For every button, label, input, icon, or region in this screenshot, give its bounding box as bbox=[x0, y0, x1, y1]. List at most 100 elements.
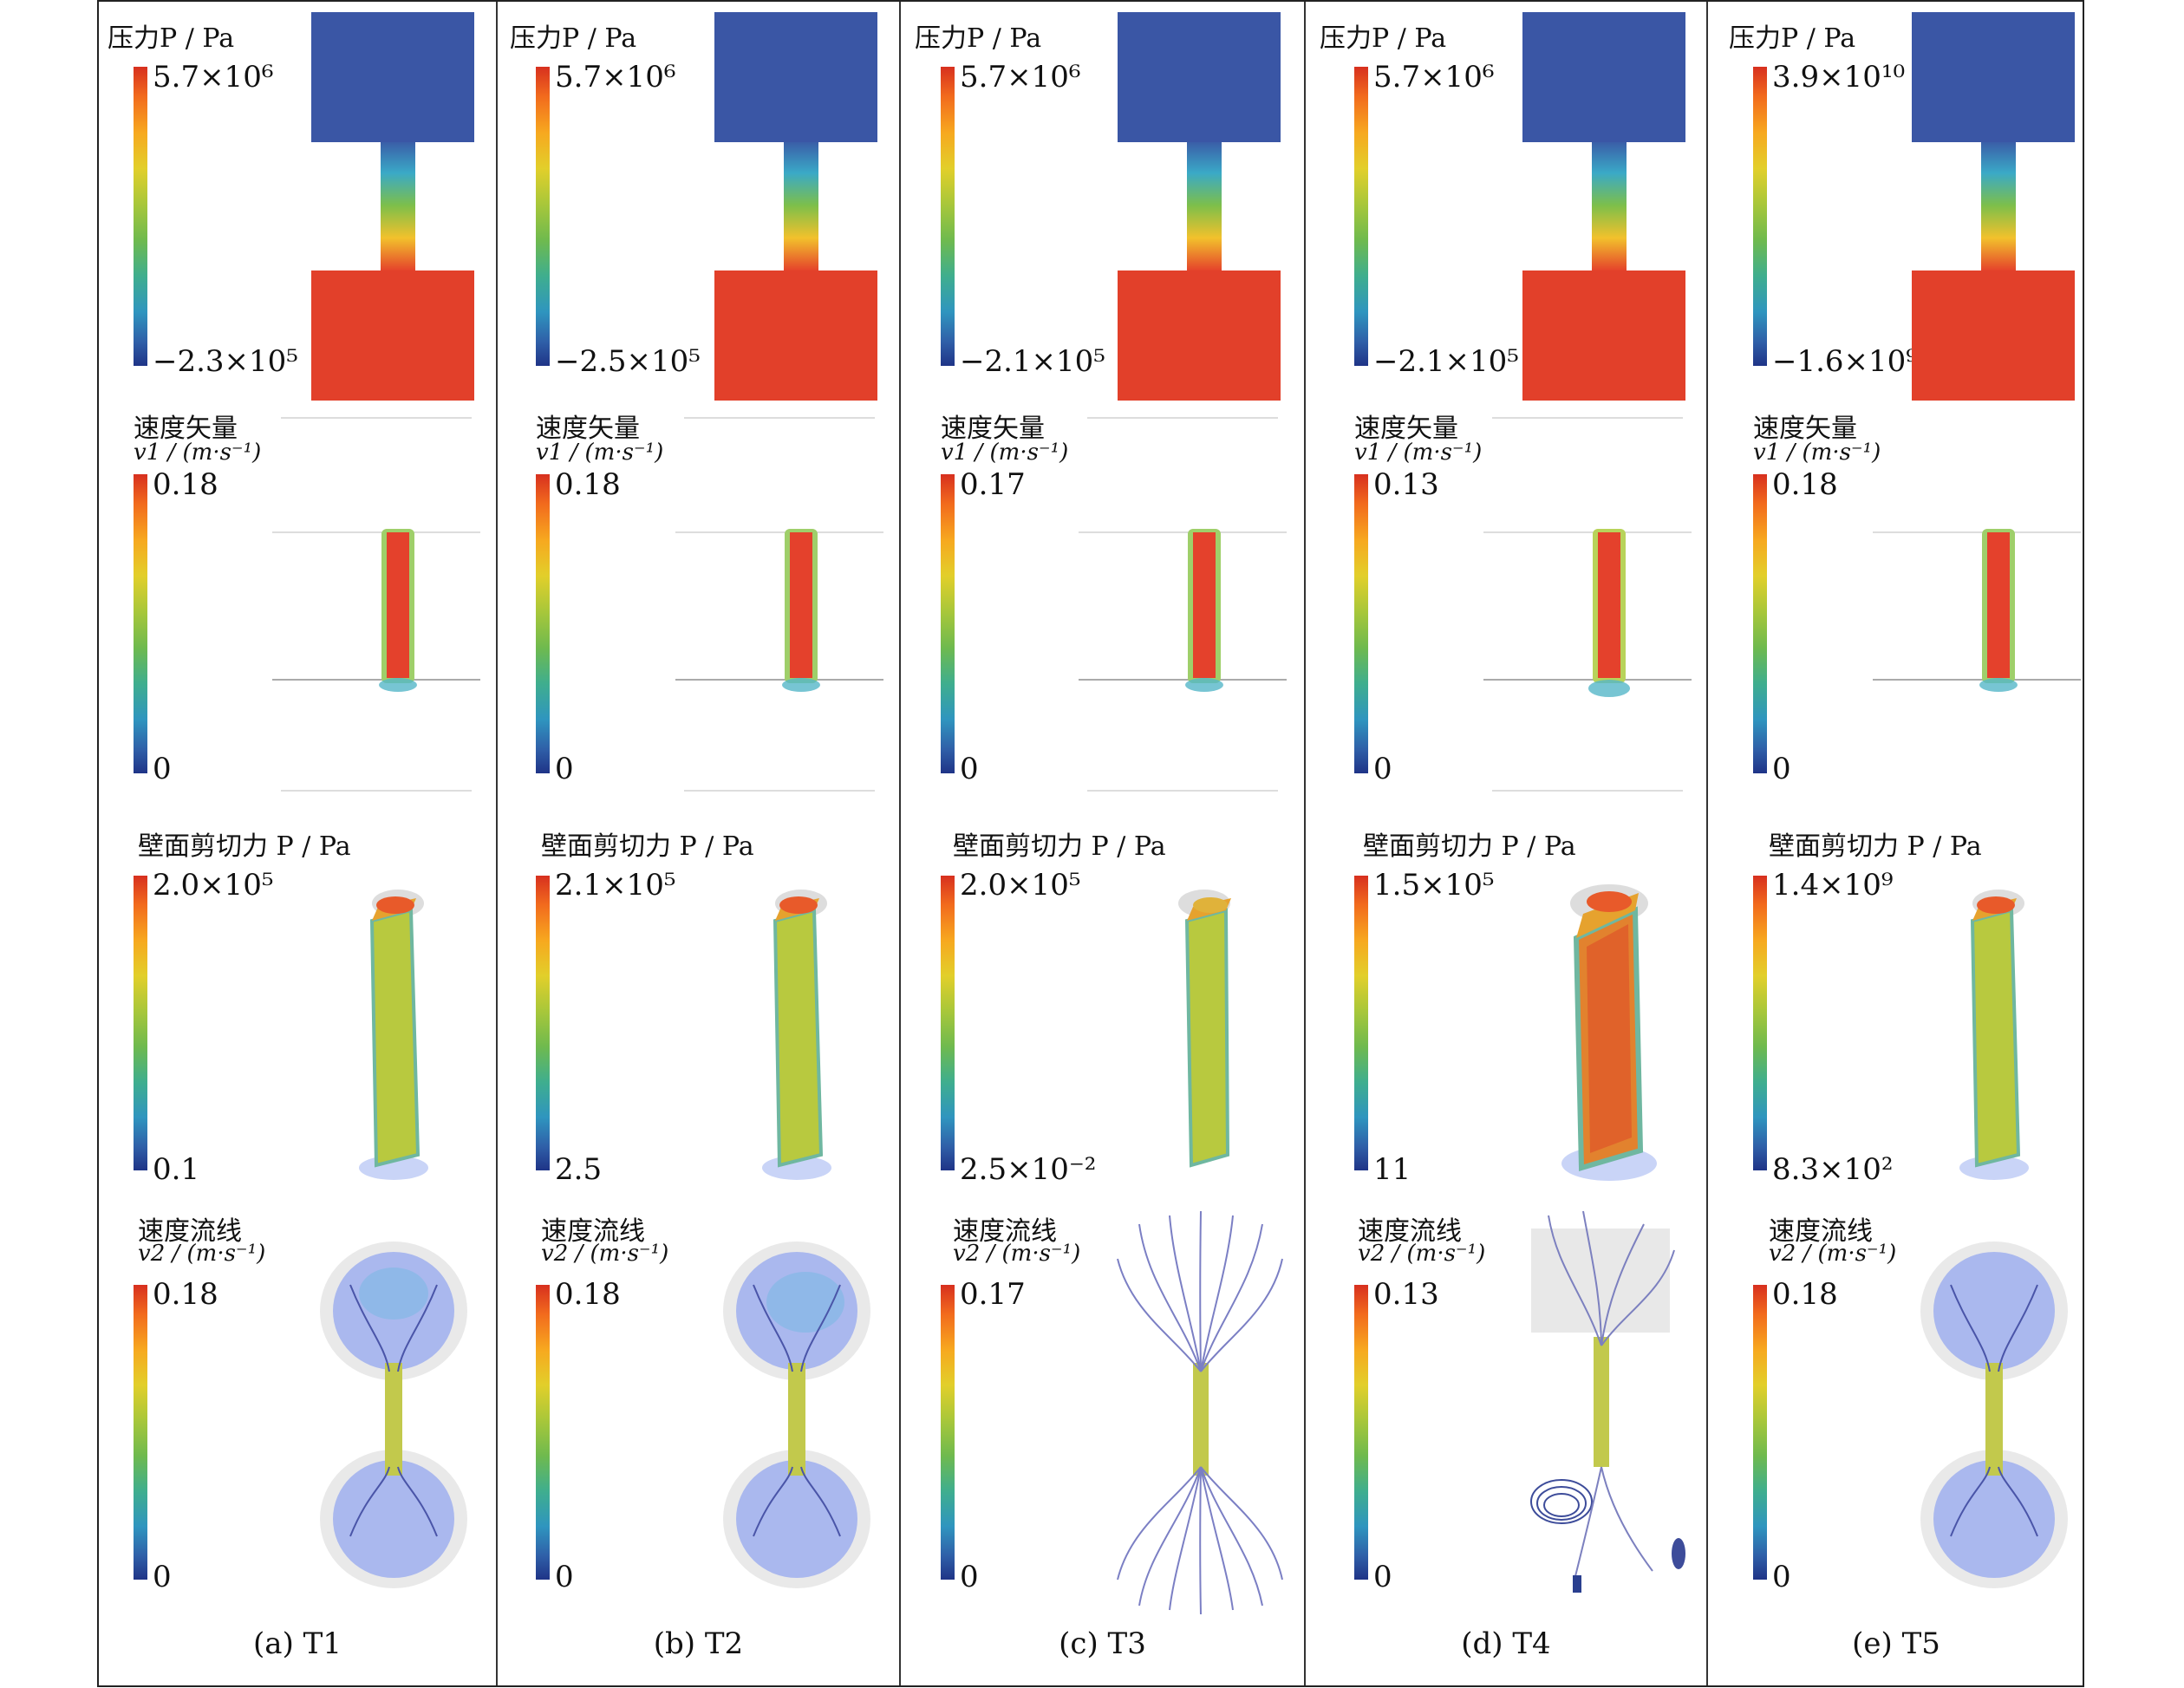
colorbar bbox=[1354, 1285, 1368, 1580]
colorbar-min: 0 bbox=[960, 752, 979, 786]
colorbar bbox=[134, 67, 147, 366]
colorbar-max: 2.0×10⁵ bbox=[960, 868, 1081, 903]
pressure-title: 压力P / Pa bbox=[1320, 23, 1447, 54]
colorbar bbox=[1753, 67, 1767, 366]
velocity-vector-cell: 速度矢量 v1 / (m·s⁻¹) 0.13 0 bbox=[1306, 409, 1706, 808]
shear-plot bbox=[1561, 884, 1657, 1181]
colorbar-max: 0.18 bbox=[153, 1277, 218, 1312]
colorbar-min: 0.1 bbox=[153, 1152, 200, 1187]
colorbar-min: 0 bbox=[1373, 1560, 1392, 1594]
panel-b: 压力P / Pa 5.7×10⁶ −2.5×10⁵ 速度矢量 v1 / (m·s… bbox=[496, 2, 899, 1685]
colorbar-min: 0 bbox=[555, 1560, 574, 1594]
colorbar bbox=[1354, 876, 1368, 1170]
colorbar bbox=[941, 1285, 955, 1580]
colorbar-min: 2.5 bbox=[555, 1152, 603, 1187]
velocity-vector-plot bbox=[1873, 529, 2081, 692]
streamline-unit: v2 / (m·s⁻¹) bbox=[1358, 1241, 1486, 1267]
colorbar bbox=[134, 876, 147, 1170]
streamline-plot bbox=[320, 1242, 467, 1588]
colorbar-max: 3.9×10¹⁰ bbox=[1772, 60, 1906, 95]
colorbar-min: 0 bbox=[1772, 752, 1791, 786]
colorbar-min: 0 bbox=[555, 752, 574, 786]
streamline-cell: 速度流线 v2 / (m·s⁻¹) 0.18 0 bbox=[1708, 1189, 2084, 1606]
panel-caption: (c) T3 bbox=[1059, 1626, 1146, 1661]
streamline-title: 速度流线 bbox=[953, 1216, 1057, 1247]
panel-d: 压力P / Pa 5.7×10⁶ −2.1×10⁵ 速度矢量 v1 / (m·s… bbox=[1304, 2, 1706, 1685]
colorbar-max: 2.1×10⁵ bbox=[555, 868, 676, 903]
velocity-vector-unit: v1 / (m·s⁻¹) bbox=[941, 440, 1069, 466]
shear-title: 壁面剪切力 P / Pa bbox=[1769, 831, 1982, 862]
pressure-title: 压力P / Pa bbox=[915, 23, 1042, 54]
streamline-cell: 速度流线 v2 / (m·s⁻¹) 0.18 0 bbox=[498, 1189, 899, 1606]
colorbar-max: 0.13 bbox=[1373, 467, 1439, 502]
shear-plot bbox=[1178, 890, 1231, 1168]
pressure-cell: 压力P / Pa 5.7×10⁶ −2.3×10⁵ bbox=[99, 2, 496, 409]
shear-title: 壁面剪切力 P / Pa bbox=[541, 831, 754, 862]
colorbar-min: 0 bbox=[1772, 1560, 1791, 1594]
streamline-plot bbox=[1920, 1242, 2068, 1588]
colorbar-max: 2.0×10⁵ bbox=[153, 868, 274, 903]
streamline-unit: v2 / (m·s⁻¹) bbox=[541, 1241, 669, 1267]
streamline-cell: 速度流线 v2 / (m·s⁻¹) 0.13 0 bbox=[1306, 1189, 1706, 1606]
colorbar-min: −2.1×10⁵ bbox=[960, 344, 1105, 379]
colorbar-max: 0.13 bbox=[1373, 1277, 1439, 1312]
velocity-vector-cell: 速度矢量 v1 / (m·s⁻¹) 0.17 0 bbox=[901, 409, 1304, 808]
panel-a: 压力P / Pa 5.7×10⁶ −2.3×10⁵ 速度矢量 v1 / (m·s… bbox=[99, 2, 496, 1685]
panel-caption: (a) T1 bbox=[253, 1626, 342, 1661]
colorbar-max: 0.18 bbox=[555, 467, 621, 502]
streamline-title: 速度流线 bbox=[138, 1216, 242, 1247]
velocity-vector-plot bbox=[1483, 417, 1692, 792]
shear-cell: 壁面剪切力 P / Pa 2.1×10⁵ 2.5 bbox=[498, 808, 899, 1189]
colorbar-max: 0.17 bbox=[960, 1277, 1026, 1312]
colorbar bbox=[536, 1285, 550, 1580]
colorbar-min: 0 bbox=[1373, 752, 1392, 786]
colorbar-min: −2.1×10⁵ bbox=[1373, 344, 1519, 379]
velocity-vector-title: 速度矢量 bbox=[1753, 414, 1857, 444]
streamline-title: 速度流线 bbox=[1769, 1216, 1873, 1247]
velocity-vector-cell: 速度矢量 v1 / (m·s⁻¹) 0.18 0 bbox=[99, 409, 496, 808]
streamline-unit: v2 / (m·s⁻¹) bbox=[1769, 1241, 1897, 1267]
velocity-vector-title: 速度矢量 bbox=[536, 414, 640, 444]
colorbar-max: 0.18 bbox=[555, 1277, 621, 1312]
velocity-vector-unit: v1 / (m·s⁻¹) bbox=[134, 440, 262, 466]
colorbar-min: 8.3×10² bbox=[1772, 1152, 1894, 1187]
colorbar-min: 0 bbox=[153, 1560, 172, 1594]
velocity-vector-unit: v1 / (m·s⁻¹) bbox=[536, 440, 664, 466]
figure-frame: 压力P / Pa 5.7×10⁶ −2.3×10⁵ 速度矢量 v1 / (m·s… bbox=[97, 0, 2084, 1687]
velocity-vector-plot bbox=[272, 417, 480, 792]
streamline-plot bbox=[1117, 1210, 1283, 1615]
shear-plot bbox=[359, 890, 428, 1180]
panel-caption: (b) T2 bbox=[653, 1626, 744, 1661]
colorbar-min: 0 bbox=[960, 1560, 979, 1594]
colorbar bbox=[941, 67, 955, 366]
pressure-cell: 压力P / Pa 3.9×10¹⁰ −1.6×10⁹ bbox=[1708, 2, 2084, 409]
streamline-unit: v2 / (m·s⁻¹) bbox=[953, 1241, 1081, 1267]
colorbar bbox=[941, 876, 955, 1170]
colorbar-min: 0 bbox=[153, 752, 172, 786]
pressure-title: 压力P / Pa bbox=[108, 23, 235, 54]
pressure-cell: 压力P / Pa 5.7×10⁶ −2.1×10⁵ bbox=[1306, 2, 1706, 409]
colorbar-max: 5.7×10⁶ bbox=[1373, 60, 1495, 95]
colorbar-max: 1.5×10⁵ bbox=[1373, 868, 1495, 903]
colorbar bbox=[1753, 474, 1767, 773]
colorbar bbox=[536, 67, 550, 366]
colorbar-max: 5.7×10⁶ bbox=[555, 60, 676, 95]
pressure-cell: 压力P / Pa 5.7×10⁶ −2.5×10⁵ bbox=[498, 2, 899, 409]
velocity-vector-title: 速度矢量 bbox=[1354, 414, 1458, 444]
shear-cell: 壁面剪切力 P / Pa 2.0×10⁵ 2.5×10⁻² bbox=[901, 808, 1304, 1189]
streamline-plot bbox=[1530, 1210, 1685, 1593]
colorbar bbox=[1753, 1285, 1767, 1580]
colorbar bbox=[1354, 67, 1368, 366]
pressure-contour bbox=[714, 12, 877, 401]
pressure-cell: 压力P / Pa 5.7×10⁶ −2.1×10⁵ bbox=[901, 2, 1304, 409]
shear-plot bbox=[762, 890, 831, 1180]
colorbar-max: 0.18 bbox=[153, 467, 218, 502]
colorbar-max: 5.7×10⁶ bbox=[153, 60, 274, 95]
velocity-vector-title: 速度矢量 bbox=[134, 414, 238, 444]
streamline-plot bbox=[723, 1242, 870, 1588]
shear-title: 壁面剪切力 P / Pa bbox=[138, 831, 351, 862]
colorbar-max: 1.4×10⁹ bbox=[1772, 868, 1894, 903]
colorbar bbox=[1753, 876, 1767, 1170]
colorbar-min: −2.3×10⁵ bbox=[153, 344, 298, 379]
shear-title: 壁面剪切力 P / Pa bbox=[953, 831, 1166, 862]
